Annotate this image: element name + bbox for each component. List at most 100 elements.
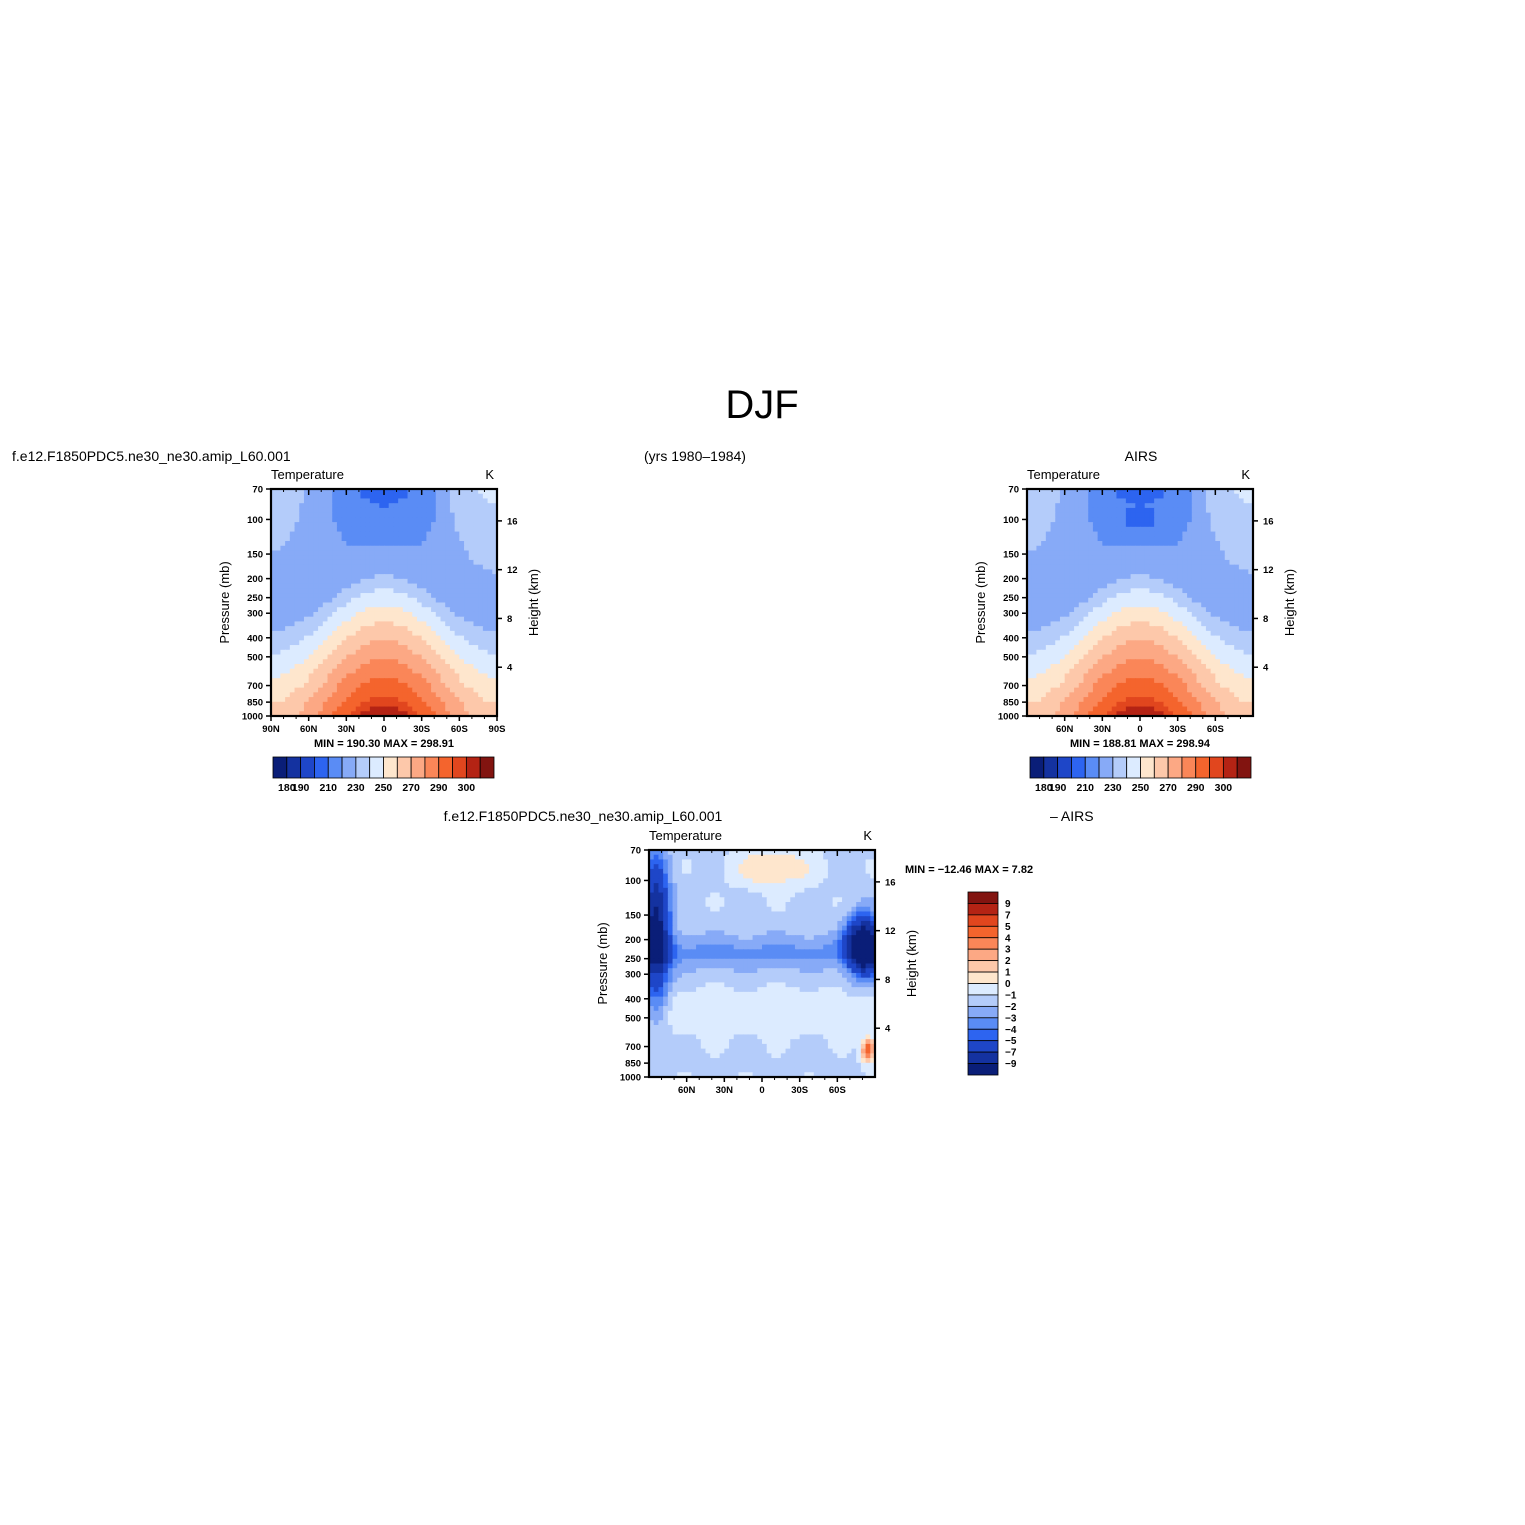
- obs-contour-cell: [1182, 583, 1188, 589]
- model-contour-cell: [445, 621, 451, 627]
- model-contour-cell: [482, 531, 489, 537]
- obs-contour-cell: [1144, 673, 1151, 679]
- model-contour-cell: [407, 597, 413, 604]
- model-contour-cell: [454, 597, 460, 604]
- difference-contour-cell: [710, 854, 716, 861]
- difference-contour-cell: [818, 850, 824, 856]
- model-contour-cell: [318, 616, 324, 623]
- model-contour-cell: [308, 645, 314, 651]
- model-contour-cell: [440, 498, 446, 504]
- model-contour-cell: [449, 559, 456, 566]
- obs-contour-cell: [1172, 697, 1179, 703]
- model-contour-cell: [308, 569, 314, 575]
- obs-contour-cell: [1111, 654, 1118, 660]
- obs-contour-cell: [1172, 559, 1179, 566]
- obs-contour-cell: [1182, 640, 1188, 646]
- model-contour-cell: [416, 536, 423, 542]
- obs-contour-cell: [1220, 706, 1226, 712]
- obs-contour-cell: [1121, 692, 1127, 698]
- model-contour-cell: [384, 493, 390, 500]
- difference-contour-cell: [663, 859, 669, 865]
- obs-contour-cell: [1149, 659, 1155, 665]
- obs-contour-cell: [1102, 555, 1108, 561]
- model-contour-cell: [459, 673, 465, 679]
- obs-contour-cell: [1027, 588, 1033, 594]
- model-contour-cell: [487, 531, 493, 537]
- case-name-label: f.e12.F1850PDC5.ne30_ne30.amip_L60.001: [12, 448, 291, 464]
- obs-contour-cell: [1205, 607, 1212, 613]
- model-contour-cell: [355, 593, 362, 599]
- model-contour-cell: [322, 503, 329, 509]
- model-contour-cell: [303, 640, 310, 646]
- obs-contour-cell: [1243, 517, 1249, 523]
- obs-contour-cell: [1088, 654, 1094, 660]
- obs-contour-cell: [1248, 682, 1253, 689]
- model-contour-cell: [492, 668, 497, 675]
- obs-contour-cell: [1238, 687, 1245, 693]
- obs-contour-cell: [1027, 673, 1033, 679]
- model-contour-cell: [431, 564, 437, 570]
- model-contour-cell: [332, 503, 338, 509]
- model-contour-cell: [487, 635, 493, 641]
- obs-contour-cell: [1191, 588, 1198, 594]
- model-contour-cell: [379, 659, 385, 665]
- obs-contour-cell: [1201, 621, 1207, 627]
- obs-contour-cell: [1031, 569, 1038, 575]
- model-contour-cell: [388, 569, 395, 575]
- obs-contour-cell: [1205, 583, 1212, 589]
- model-contour-cell: [318, 645, 324, 651]
- obs-contour-cell: [1243, 607, 1249, 613]
- model-contour-cell: [431, 621, 437, 627]
- obs-contour-cell: [1130, 621, 1136, 627]
- obs-contour-cell: [1234, 611, 1240, 618]
- model-contour-cell: [388, 526, 395, 533]
- model-contour-cell: [327, 626, 333, 632]
- model-contour-cell: [280, 711, 286, 716]
- model-contour-cell: [355, 522, 362, 528]
- model-contour-cell: [482, 493, 489, 500]
- obs-contour-cell: [1031, 692, 1038, 698]
- model-contour-cell: [435, 512, 442, 518]
- obs-contour-cell: [1154, 541, 1160, 547]
- obs-contour-cell: [1229, 659, 1235, 665]
- obs-contour-cell: [1163, 645, 1169, 651]
- model-contour-cell: [322, 574, 329, 580]
- obs-contour-cell: [1097, 673, 1103, 679]
- obs-contour-cell: [1125, 654, 1132, 660]
- obs-contour-cell: [1088, 588, 1094, 594]
- obs-contour-cell: [1078, 597, 1085, 604]
- model-contour-cell: [478, 659, 484, 665]
- model-contour-cell: [454, 559, 460, 566]
- model-contour-cell: [492, 503, 497, 509]
- obs-contour-cell: [1172, 517, 1179, 523]
- obs-contour-cell: [1135, 687, 1141, 693]
- obs-contour-cell: [1027, 531, 1033, 537]
- obs-contour-cell: [1144, 630, 1151, 637]
- model-contour-cell: [365, 493, 371, 500]
- model-contour-cell: [388, 583, 395, 589]
- model-contour-cell: [289, 564, 296, 570]
- model-contour-cell: [336, 640, 343, 646]
- model-contour-cell: [332, 569, 338, 575]
- model-contour-cell: [388, 541, 395, 547]
- model-contour-cell: [308, 493, 314, 500]
- obs-contour-cell: [1172, 621, 1179, 627]
- model-contour-cell: [369, 578, 376, 585]
- obs-contour-cell: [1102, 659, 1108, 665]
- obs-contour-cell: [1088, 569, 1094, 575]
- model-contour-cell: [369, 545, 376, 552]
- model-contour-cell: [318, 583, 324, 589]
- model-colorbar-label: 300: [458, 782, 476, 794]
- obs-contour-cell: [1074, 673, 1080, 679]
- obs-contour-cell: [1031, 621, 1038, 627]
- model-contour-cell: [285, 682, 291, 689]
- obs-contour-cell: [1055, 512, 1061, 518]
- obs-contour-cell: [1031, 645, 1038, 651]
- obs-contour-cell: [1055, 489, 1061, 495]
- model-contour-cell: [459, 583, 465, 589]
- model-contour-cell: [289, 588, 296, 594]
- obs-contour-cell: [1187, 635, 1193, 641]
- model-contour-cell: [351, 593, 357, 599]
- obs-contour-cell: [1130, 706, 1136, 712]
- obs-contour-cell: [1168, 512, 1174, 518]
